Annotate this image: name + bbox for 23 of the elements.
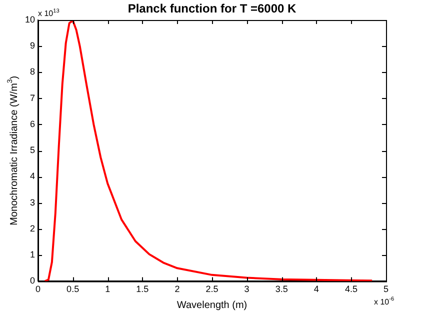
y-tick-label: 1 xyxy=(30,250,36,260)
y-tick-label: 10 xyxy=(24,14,36,24)
x-tick-label: 2.5 xyxy=(206,284,218,294)
x-tick-label: 3.5 xyxy=(275,284,288,294)
y-tick-label: 8 xyxy=(30,66,36,77)
y-tick-label: 9 xyxy=(30,40,36,51)
x-tick-label: 2 xyxy=(174,284,180,294)
x-tick-label: 4.5 xyxy=(344,284,358,294)
y-tick-label: 5 xyxy=(30,145,36,156)
y-tick-label: 4 xyxy=(30,171,36,182)
x-axis-title: Wavelength (m) xyxy=(176,300,248,311)
y-tick-label: 0 xyxy=(30,276,36,286)
y-tick-label: 2 xyxy=(30,223,36,234)
x-tick-label: 0.5 xyxy=(66,284,80,294)
x-tick-label: 1.5 xyxy=(136,284,149,294)
y-tick-label: 7 xyxy=(30,92,36,103)
x-tick-label: 3 xyxy=(244,284,250,294)
x-tick-label: 5 xyxy=(383,284,389,294)
y-tick-label: 3 xyxy=(30,197,36,208)
chart-title: Planck function for T =6000 K xyxy=(128,1,297,16)
x-tick-label: 4 xyxy=(314,284,319,294)
x-tick-label: 1 xyxy=(105,284,110,294)
y-tick-label: 6 xyxy=(30,118,36,129)
